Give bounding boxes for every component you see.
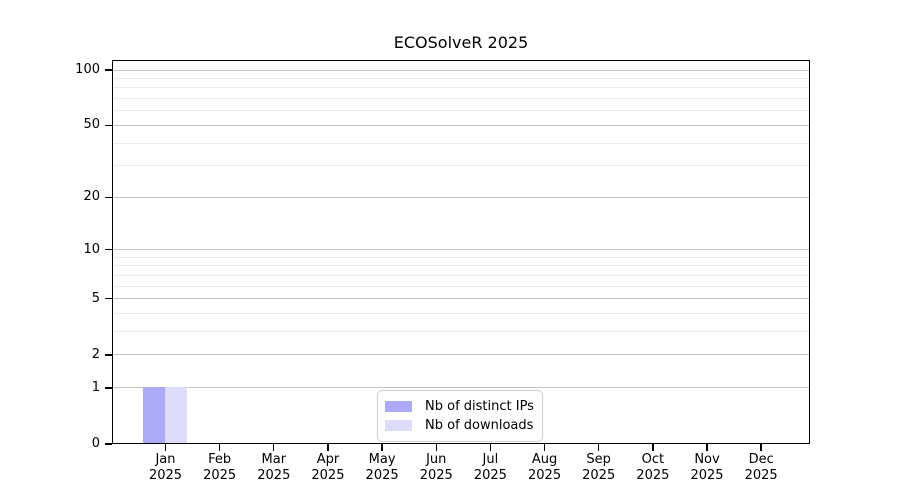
- x-tick-year: 2025: [744, 468, 778, 483]
- x-tick-month: Jan: [155, 452, 176, 467]
- x-tick-year: 2025: [473, 468, 507, 483]
- y-tick-label: 0: [91, 436, 100, 451]
- chart-title: ECOSolveR 2025: [393, 33, 529, 52]
- gridline-major: [113, 124, 809, 126]
- x-tick: [164, 444, 167, 451]
- gridline-major: [113, 354, 809, 356]
- y-tick-label: 10: [83, 241, 100, 257]
- x-tick: [435, 444, 437, 451]
- x-tick: [598, 444, 600, 451]
- x-tick-year: 2025: [419, 468, 453, 483]
- x-tick-year: 2025: [365, 468, 399, 483]
- legend-swatch-downloads: [385, 420, 412, 431]
- x-tick-label: Feb 2025: [188, 452, 252, 484]
- x-tick-month: May: [368, 452, 396, 467]
- y-tick: [105, 443, 112, 445]
- gridline-major: [113, 69, 809, 71]
- gridline-minor: [113, 165, 809, 167]
- legend-label-distinct-ips: Nb of distinct IPs: [425, 398, 534, 414]
- gridline-minor: [113, 265, 809, 267]
- gridline-major: [113, 249, 809, 251]
- x-tick: [381, 444, 383, 451]
- gridline-minor: [113, 87, 809, 89]
- legend-entry-downloads: Nb of downloads: [385, 416, 534, 435]
- y-tick: [105, 298, 112, 300]
- y-tick-label: 20: [83, 189, 100, 205]
- y-tick: [105, 387, 112, 389]
- gridline-major: [113, 298, 809, 300]
- x-tick-month: Feb: [208, 452, 232, 467]
- gridline-minor: [113, 274, 809, 276]
- gridline-minor: [113, 110, 809, 112]
- y-tick-label: 100: [75, 62, 100, 77]
- x-tick-label: Jun 2025: [404, 452, 468, 484]
- y-tick-label: 50: [83, 117, 100, 133]
- x-tick-year: 2025: [203, 468, 237, 483]
- legend: Nb of distinct IPs Nb of downloads: [377, 390, 543, 442]
- x-tick-label: Aug 2025: [513, 452, 577, 484]
- x-tick-label: Jan 2025: [134, 452, 198, 484]
- y-tick-label: 5: [91, 290, 100, 306]
- x-tick: [489, 444, 492, 451]
- grid-layer: [113, 61, 809, 443]
- gridline-minor: [113, 285, 809, 287]
- x-tick-label: Oct 2025: [621, 452, 685, 484]
- x-tick-month: Oct: [641, 452, 665, 467]
- y-tick: [105, 124, 112, 127]
- x-tick-label: Apr 2025: [296, 452, 360, 484]
- x-tick-year: 2025: [148, 468, 183, 483]
- x-tick-month: Sep: [586, 452, 611, 467]
- gridline-major: [113, 387, 809, 389]
- gridline-minor: [113, 77, 809, 79]
- y-tick: [105, 69, 112, 71]
- legend-swatch-distinct-ips: [385, 401, 412, 412]
- x-tick-label: Jul 2025: [458, 452, 522, 484]
- x-tick: [218, 444, 221, 451]
- gridline-minor: [113, 256, 809, 258]
- y-tick: [105, 248, 112, 251]
- x-tick: [706, 444, 708, 451]
- x-tick-month: Apr: [316, 452, 340, 467]
- x-tick: [760, 444, 762, 451]
- x-tick-month: Mar: [261, 452, 287, 467]
- bar-downloads-jan: [165, 386, 187, 443]
- x-tick-label: Dec 2025: [729, 452, 793, 484]
- gridline-minor: [113, 142, 809, 144]
- gridline-minor: [113, 98, 809, 100]
- x-tick-month: Jun: [426, 452, 447, 467]
- x-tick-month: Jul: [482, 452, 499, 467]
- y-tick: [105, 354, 112, 356]
- x-tick-year: 2025: [528, 468, 562, 483]
- x-tick-year: 2025: [582, 468, 616, 483]
- x-tick-month: Nov: [694, 452, 720, 467]
- y-tick-label: 1: [91, 379, 100, 395]
- x-tick: [273, 444, 275, 451]
- x-tick-year: 2025: [636, 468, 670, 483]
- plot-area: [112, 60, 810, 444]
- x-tick-month: Dec: [748, 452, 774, 467]
- x-tick-label: Sep 2025: [567, 452, 631, 484]
- y-tick: [105, 196, 112, 198]
- x-tick-label: May 2025: [350, 452, 414, 484]
- legend-label-downloads: Nb of downloads: [425, 417, 534, 433]
- gridline-minor: [113, 313, 809, 315]
- x-tick: [327, 444, 329, 451]
- gridline-major: [113, 196, 809, 198]
- x-tick-year: 2025: [257, 468, 291, 483]
- y-tick-label: 2: [91, 346, 100, 362]
- x-tick-label: Nov 2025: [675, 452, 739, 484]
- legend-entry-distinct-ips: Nb of distinct IPs: [385, 397, 534, 416]
- x-tick-month: Aug: [531, 452, 558, 467]
- gridline-minor: [113, 331, 809, 333]
- bar-distinct-ips-jan: [143, 386, 165, 443]
- x-tick-year: 2025: [690, 468, 724, 483]
- x-tick: [543, 444, 546, 451]
- bars-layer: [113, 61, 809, 443]
- x-tick-label: Mar 2025: [242, 452, 306, 484]
- x-tick-year: 2025: [311, 468, 345, 483]
- x-tick: [652, 444, 654, 451]
